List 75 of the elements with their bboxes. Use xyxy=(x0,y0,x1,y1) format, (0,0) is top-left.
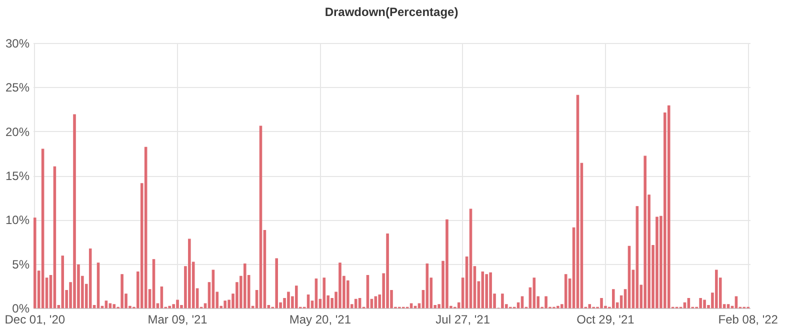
x-tick-label: May 20, '21 xyxy=(289,312,352,326)
bar xyxy=(287,292,290,308)
bar xyxy=(358,298,362,308)
bar xyxy=(386,234,389,308)
bar xyxy=(410,303,413,308)
bar xyxy=(224,300,226,308)
bar xyxy=(469,208,472,308)
bar xyxy=(88,248,92,308)
bar xyxy=(683,302,686,308)
bar xyxy=(715,270,718,308)
bar xyxy=(588,304,592,308)
y-tick-label: 0% xyxy=(12,302,30,316)
bar xyxy=(188,238,191,308)
y-tick-label: 20% xyxy=(5,124,30,139)
y-tick-label: 10% xyxy=(5,213,30,228)
bar xyxy=(152,259,156,308)
bar xyxy=(446,219,448,308)
bar xyxy=(314,278,318,308)
bar xyxy=(481,271,484,308)
bar xyxy=(338,262,342,308)
y-tick-label: 5% xyxy=(12,257,30,272)
bar xyxy=(703,300,706,308)
bar xyxy=(628,246,631,308)
bar xyxy=(244,264,246,308)
bar xyxy=(41,148,44,308)
bar xyxy=(600,298,603,308)
bar xyxy=(636,206,639,308)
bar xyxy=(73,114,76,308)
bar xyxy=(520,296,524,308)
bar xyxy=(295,286,298,308)
bar xyxy=(656,216,658,308)
y-tick-label: 15% xyxy=(5,169,30,183)
bar xyxy=(485,274,488,308)
bar xyxy=(160,286,164,308)
bar xyxy=(564,274,568,308)
x-tick-label: Jul 27, '21 xyxy=(436,312,490,326)
bar xyxy=(644,156,646,308)
bar xyxy=(112,304,116,308)
bar xyxy=(259,126,262,308)
x-tick-label: Feb 08, '22 xyxy=(718,312,778,326)
bar xyxy=(734,296,738,308)
bar xyxy=(726,304,730,308)
bar xyxy=(176,300,179,308)
bar xyxy=(212,270,215,308)
bar xyxy=(33,218,36,308)
bar xyxy=(53,166,56,308)
bar xyxy=(61,256,64,308)
bar xyxy=(366,275,370,308)
bar xyxy=(544,296,548,308)
bar xyxy=(667,105,670,308)
x-tick-label: Mar 09, '21 xyxy=(148,312,208,326)
bar xyxy=(120,274,124,308)
y-tick-label: 25% xyxy=(5,80,30,95)
bar xyxy=(346,280,350,308)
bar xyxy=(687,298,690,308)
bar xyxy=(144,146,148,308)
chart-title: Drawdown(Percentage) xyxy=(324,5,458,19)
bar xyxy=(275,258,278,308)
bar xyxy=(374,296,378,308)
bar xyxy=(501,294,504,308)
bar xyxy=(354,298,358,308)
bar xyxy=(489,272,492,308)
bar xyxy=(612,289,615,308)
x-tick-label: Dec 01, '20 xyxy=(4,312,66,326)
bar xyxy=(108,303,112,308)
bar xyxy=(322,278,326,308)
bar xyxy=(699,298,702,308)
y-tick-label: 30% xyxy=(5,36,30,50)
bar xyxy=(104,300,108,308)
bar xyxy=(532,278,536,308)
bar xyxy=(306,294,310,308)
bar xyxy=(426,264,429,308)
bar xyxy=(576,94,580,308)
x-tick-label: Oct 29, '21 xyxy=(576,312,635,326)
bar xyxy=(96,262,100,308)
